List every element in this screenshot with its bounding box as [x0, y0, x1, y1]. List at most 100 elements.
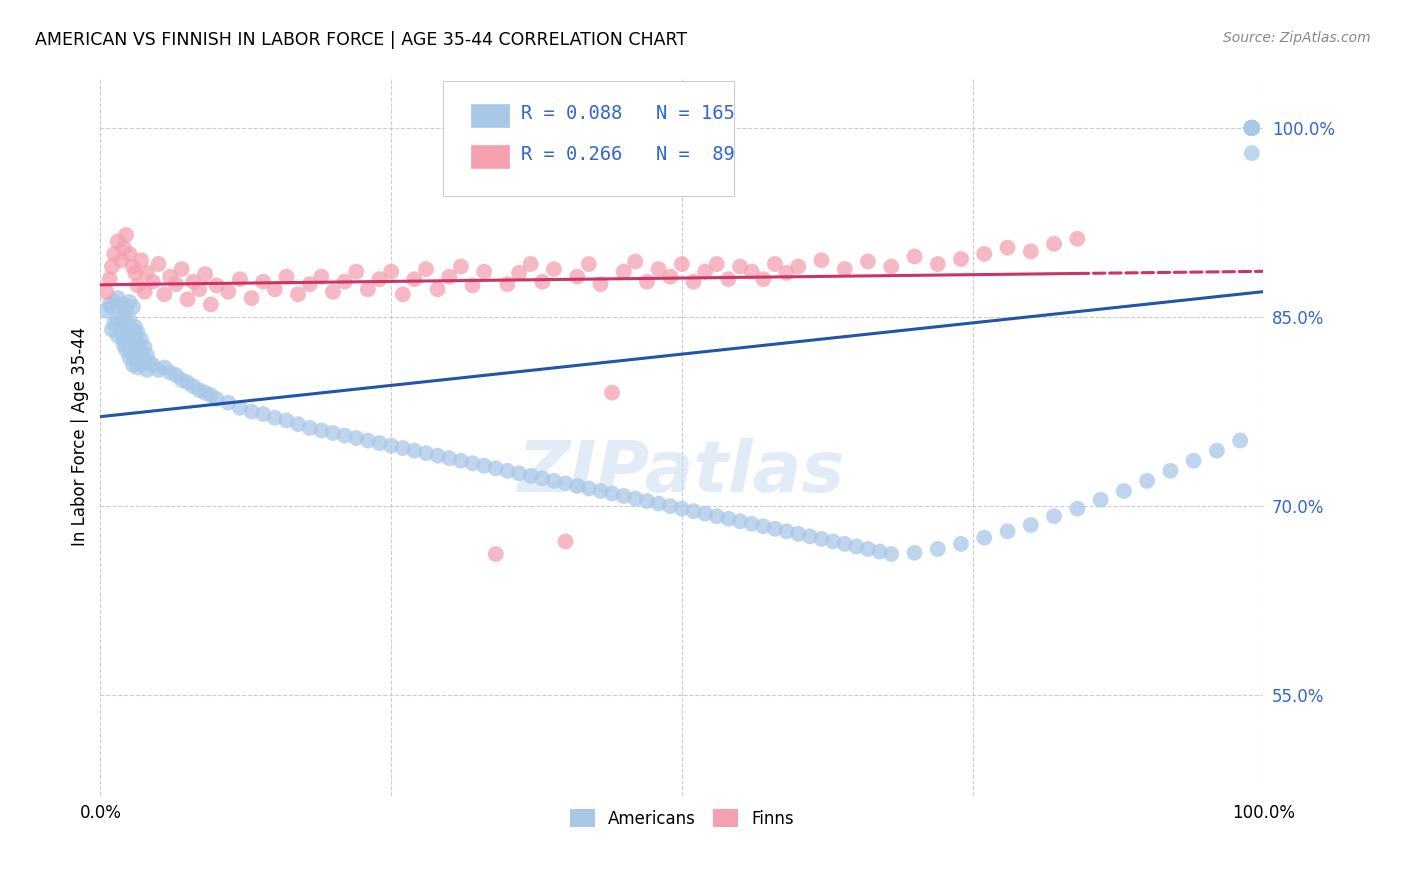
- Point: [1240, 120, 1263, 135]
- Point: [1240, 120, 1263, 135]
- Point: [997, 524, 1019, 539]
- Text: AMERICAN VS FINNISH IN LABOR FORCE | AGE 35-44 CORRELATION CHART: AMERICAN VS FINNISH IN LABOR FORCE | AGE…: [35, 31, 688, 49]
- Point: [450, 260, 472, 274]
- Point: [927, 257, 949, 271]
- Point: [1240, 120, 1263, 135]
- Point: [176, 376, 198, 390]
- Point: [122, 323, 145, 337]
- Point: [298, 277, 321, 292]
- Point: [127, 278, 149, 293]
- Point: [1240, 120, 1263, 135]
- Point: [763, 257, 786, 271]
- Point: [101, 260, 124, 274]
- Point: [101, 323, 124, 337]
- Point: [869, 544, 891, 558]
- Point: [124, 352, 146, 367]
- Point: [1019, 244, 1042, 259]
- Point: [554, 534, 576, 549]
- Point: [856, 254, 879, 268]
- Text: R = 0.088   N = 165: R = 0.088 N = 165: [522, 103, 735, 123]
- Point: [124, 320, 146, 334]
- Point: [1066, 232, 1088, 246]
- Point: [118, 340, 141, 354]
- Point: [368, 272, 391, 286]
- Point: [122, 335, 145, 350]
- Point: [263, 282, 285, 296]
- Point: [122, 260, 145, 274]
- Point: [1240, 120, 1263, 135]
- Point: [170, 262, 193, 277]
- Point: [127, 337, 149, 351]
- Point: [1240, 120, 1263, 135]
- Point: [124, 330, 146, 344]
- Point: [461, 278, 484, 293]
- Point: [115, 327, 138, 342]
- Point: [1112, 483, 1135, 498]
- Point: [148, 257, 170, 271]
- Point: [787, 526, 810, 541]
- Point: [115, 227, 138, 242]
- Point: [600, 486, 623, 500]
- Point: [287, 287, 309, 301]
- Point: [170, 373, 193, 387]
- Point: [344, 264, 367, 278]
- Point: [1240, 120, 1263, 135]
- Point: [129, 253, 152, 268]
- Point: [1240, 120, 1263, 135]
- Point: [1206, 443, 1229, 458]
- Point: [153, 360, 176, 375]
- Point: [391, 287, 413, 301]
- Point: [1240, 120, 1263, 135]
- Point: [311, 424, 333, 438]
- Point: [135, 266, 157, 280]
- Point: [380, 439, 402, 453]
- Point: [636, 494, 658, 508]
- Point: [129, 357, 152, 371]
- Point: [472, 264, 495, 278]
- Point: [834, 537, 856, 551]
- Point: [1136, 474, 1159, 488]
- Point: [188, 282, 211, 296]
- FancyBboxPatch shape: [471, 145, 509, 168]
- Point: [775, 266, 797, 280]
- Point: [298, 421, 321, 435]
- Text: ZIPatlas: ZIPatlas: [519, 438, 845, 508]
- Point: [134, 340, 156, 354]
- Point: [439, 269, 461, 284]
- Point: [834, 262, 856, 277]
- Point: [344, 431, 367, 445]
- Point: [508, 266, 530, 280]
- Point: [276, 413, 298, 427]
- Point: [1240, 120, 1263, 135]
- Point: [554, 476, 576, 491]
- Point: [135, 363, 157, 377]
- Point: [1240, 120, 1263, 135]
- Point: [122, 348, 145, 362]
- Point: [110, 300, 132, 314]
- Point: [98, 297, 121, 311]
- Point: [1043, 236, 1066, 251]
- Point: [1240, 120, 1263, 135]
- Point: [322, 285, 344, 299]
- Point: [671, 501, 693, 516]
- Point: [543, 474, 565, 488]
- FancyBboxPatch shape: [471, 104, 509, 127]
- Point: [322, 425, 344, 440]
- Point: [138, 355, 160, 369]
- Point: [118, 312, 141, 326]
- Point: [240, 404, 263, 418]
- Point: [183, 275, 205, 289]
- Point: [823, 534, 845, 549]
- Point: [567, 479, 589, 493]
- Point: [404, 443, 426, 458]
- Point: [950, 252, 973, 266]
- Point: [671, 257, 693, 271]
- Point: [426, 449, 449, 463]
- Point: [997, 241, 1019, 255]
- Point: [1240, 120, 1263, 135]
- Point: [531, 471, 554, 485]
- Point: [1240, 120, 1263, 135]
- Point: [229, 401, 252, 415]
- Point: [613, 489, 636, 503]
- Point: [112, 337, 135, 351]
